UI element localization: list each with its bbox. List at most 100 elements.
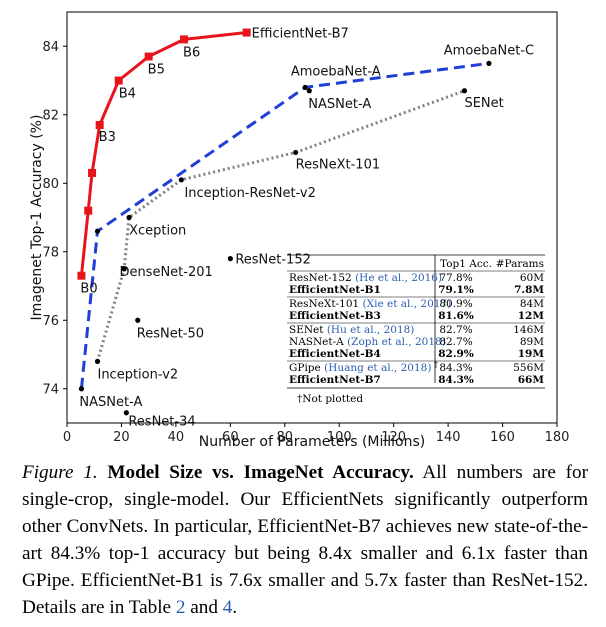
point-label: ResNet-152	[235, 253, 311, 268]
series-line-other-frontier	[96, 89, 465, 362]
data-point	[486, 60, 492, 66]
table-model: GPipe (Huang et al., 2018) †	[289, 360, 438, 374]
x-tick-label: 140	[436, 430, 461, 445]
efficientnet-label: B3	[99, 130, 116, 145]
efficientnet-point	[180, 35, 189, 44]
series-line-amoebanet-frontier	[79, 61, 490, 389]
caption-title: Model Size vs. ImageNet Accuracy.	[107, 462, 414, 483]
data-point	[135, 317, 141, 323]
caption-text: All numbers are for single-crop, single-…	[22, 462, 588, 618]
point-label: Inception-v2	[97, 367, 178, 382]
table-acc: 77.8%	[439, 272, 472, 284]
table-model: EfficientNet-B4	[289, 348, 381, 360]
point-label: NASNet-A	[79, 395, 142, 410]
table-model: SENet (Hu et al., 2018)	[289, 324, 414, 336]
table-acc: 79.1%	[438, 284, 474, 296]
point-label: NASNet-A	[308, 97, 371, 112]
table-header-acc: Top1 Acc.	[440, 258, 492, 270]
caption-and: and	[190, 597, 218, 618]
series-line-efficientnet	[79, 31, 247, 276]
efficientnet-point	[88, 168, 97, 177]
data-point	[178, 177, 184, 183]
efficientnet-label: B5	[148, 63, 165, 78]
caption-end: .	[232, 597, 238, 618]
table-model: EfficientNet-B1	[289, 284, 381, 296]
table-params: 89M	[520, 336, 544, 348]
point-label: Xception	[129, 224, 186, 239]
y-tick-label: 80	[42, 177, 59, 192]
efficientnet-label: B6	[183, 45, 200, 60]
efficientnet-label: B0	[80, 282, 97, 297]
plot-frame	[66, 11, 558, 424]
point-label: SENet	[464, 96, 503, 111]
table-model: ResNet-152 (He et al., 2016)	[289, 272, 442, 284]
y-axis-label: Imagenet Top-1 Accuracy (%)	[29, 115, 45, 321]
y-tick-label: 78	[42, 245, 59, 260]
data-point	[293, 149, 299, 156]
accuracy-vs-params-chart: 0 20 40 60 80 100 120 140 160 180 74 76 78 80 82 84 Numb…	[29, 11, 570, 450]
data-point	[227, 256, 233, 262]
table-model: EfficientNet-B3	[289, 310, 381, 322]
table-acc: 82.9%	[438, 348, 474, 360]
efficientnet-point	[77, 271, 86, 280]
point-label: AmoebaNet-A	[291, 64, 381, 79]
x-tick-label: 0	[63, 430, 71, 445]
table-model: EfficientNet-B7	[289, 374, 381, 386]
point-label: AmoebaNet-C	[444, 43, 534, 58]
table-params: 146M	[513, 324, 544, 336]
table-params: 12M	[518, 310, 545, 322]
efficientnet-label: EfficientNet-B7	[252, 27, 349, 42]
table-acc: 84.3%	[439, 362, 472, 374]
y-tick-label: 84	[42, 40, 59, 55]
caption-ref-table-4[interactable]: 4	[222, 597, 233, 618]
x-tick-label: 120	[381, 430, 406, 445]
data-point	[123, 410, 129, 416]
point-label: DenseNet-201	[119, 265, 212, 280]
table-params: 19M	[518, 348, 545, 360]
data-point	[94, 358, 101, 364]
data-point	[121, 266, 127, 272]
table-params: 7.8M	[514, 284, 544, 296]
caption-ref-table-2[interactable]: 2	[175, 597, 186, 618]
x-tick-label: 80	[277, 430, 294, 445]
point-label: ResNet-50	[137, 326, 204, 341]
table-acc: 82.7%	[439, 336, 472, 348]
y-tick-label: 74	[42, 382, 59, 397]
table-header-params: #Params	[496, 258, 544, 270]
efficientnet-point	[114, 76, 123, 85]
point-label: ResNeXt-101	[296, 157, 380, 172]
figure-caption: Figure 1. Model Size vs. ImageNet Accura…	[22, 459, 588, 621]
efficientnet-point	[242, 28, 251, 37]
table-model: NASNet-A (Zoph et al., 2018)	[289, 336, 446, 348]
x-tick-label: 40	[168, 430, 185, 445]
efficientnet-point	[144, 52, 153, 61]
table-acc: 82.7%	[439, 324, 472, 336]
y-tick-label: 76	[42, 314, 59, 329]
data-point	[306, 88, 312, 94]
table-params: 66M	[518, 374, 545, 386]
x-tick-label: 160	[490, 430, 515, 445]
caption-figure-label: Figure 1.	[22, 462, 98, 483]
table-acc: 84.3%	[438, 374, 474, 386]
table-model: ResNeXt-101 (Xie et al., 2017)	[289, 298, 451, 310]
data-point	[461, 88, 468, 94]
data-point	[126, 214, 132, 221]
table-footnote: †Not plotted	[297, 393, 363, 405]
y-tick-label: 82	[42, 108, 59, 123]
data-point	[302, 84, 308, 90]
table-acc: 80.9%	[439, 298, 472, 310]
data-point	[94, 228, 101, 234]
table-params: 84M	[520, 298, 544, 310]
x-axis-label: Number of Parameters (Millions)	[199, 434, 426, 450]
table-params: 556M	[513, 362, 544, 374]
efficientnet-point	[95, 121, 104, 130]
data-point	[78, 386, 85, 392]
efficientnet-point	[84, 206, 93, 215]
x-tick-label: 60	[222, 430, 239, 445]
table-acc: 81.6%	[438, 310, 474, 322]
point-label: Inception-ResNet-v2	[184, 186, 315, 201]
table-params: 60M	[520, 272, 544, 284]
x-tick-label: 20	[113, 430, 130, 445]
x-tick-label: 100	[327, 430, 352, 445]
x-tick-label: 180	[545, 430, 570, 445]
